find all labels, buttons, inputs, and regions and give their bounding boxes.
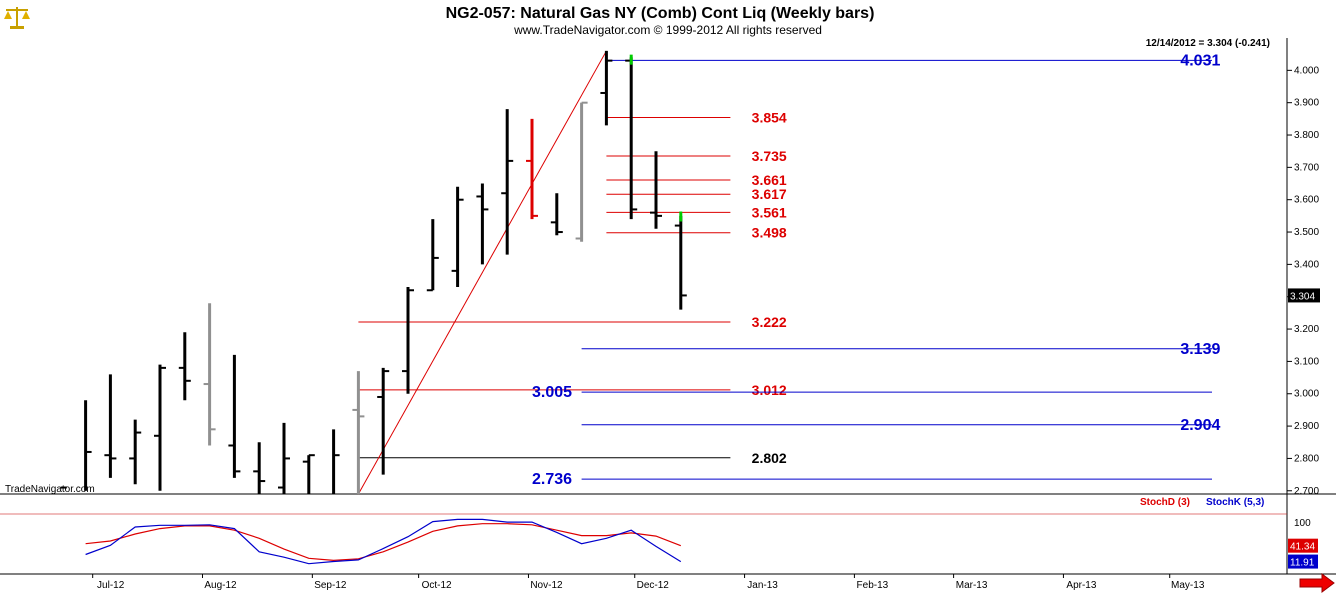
level-label: 2.802 <box>752 450 787 466</box>
ohlc-bar <box>302 454 315 494</box>
stoch-value-label: 41.34 <box>1290 542 1315 553</box>
y-tick-label: 3.500 <box>1294 227 1319 238</box>
ohlc-bar <box>253 442 266 494</box>
y-tick-label: 3.700 <box>1294 162 1319 173</box>
stoch-legend-entry: StochD (3) <box>1140 497 1190 508</box>
x-axis: Jul-12 Aug-12 Sep-12 Oct-12 Nov-12 Dec-12 Jan-… <box>92 574 1205 591</box>
scroll-right-arrow-icon[interactable] <box>1299 573 1335 593</box>
ohlc-bar <box>402 287 414 394</box>
ohlc-bar <box>203 303 216 446</box>
ohlc-bar <box>104 374 117 478</box>
x-tick-label: Dec-12 <box>637 580 670 591</box>
stoch-series-line <box>85 518 682 565</box>
y-tick-label: 3.800 <box>1294 130 1319 141</box>
chart-copyright: www.TradeNavigator.com © 1999-2012 All r… <box>513 23 822 37</box>
ohlc-bar <box>84 400 92 491</box>
ohlc-bar <box>550 193 563 236</box>
ohlc-bar <box>650 151 662 229</box>
ohlc-bar <box>278 422 290 494</box>
x-tick-label: May-13 <box>1171 580 1205 591</box>
x-tick-label: Jan-13 <box>747 580 778 591</box>
level-label: 3.222 <box>752 314 787 330</box>
stoch-value-label: 11.91 <box>1290 558 1315 569</box>
y-tick-label: 4.000 <box>1294 65 1319 76</box>
stoch-series-line <box>85 523 682 562</box>
ohlc-bar <box>352 371 365 494</box>
level-label: 3.854 <box>752 110 787 126</box>
x-tick-label: Apr-13 <box>1066 580 1096 591</box>
trend-line <box>357 50 607 495</box>
y-tick-label: 2.700 <box>1294 486 1319 497</box>
ohlc-bar <box>476 183 489 265</box>
scales-icon <box>2 3 32 31</box>
x-tick-label: Jul-12 <box>97 580 125 591</box>
last-price-label: 3.304 <box>1290 291 1315 302</box>
y-tick-label: 2.900 <box>1294 421 1319 432</box>
x-tick-label: Nov-12 <box>530 580 563 591</box>
x-tick-label: Oct-12 <box>422 580 452 591</box>
level-label: 3.012 <box>752 382 787 398</box>
stoch-value-box <box>1288 538 1318 553</box>
level-label: 3.617 <box>752 186 787 202</box>
ohlc-bar <box>600 50 613 126</box>
chart-title: NG2-057: Natural Gas NY (Comb) Cont Liq … <box>446 5 875 22</box>
stoch-legend-entry: StochK (5,3) <box>1206 497 1264 508</box>
last-price-info: 12/14/2012 = 3.304 (-0.241) <box>1146 38 1270 49</box>
stoch-value-box <box>1288 554 1318 569</box>
y-tick-label: 3.100 <box>1294 356 1319 367</box>
stoch-tick-label: 100 <box>1294 518 1311 529</box>
level-label: 2.904 <box>1180 417 1220 434</box>
price-panel: 2.7002.8002.9003.0003.1003.2003.3003.400… <box>0 38 1336 497</box>
ohlc-bar <box>426 219 439 292</box>
ohlc-bar <box>228 354 241 478</box>
y-tick-label: 3.600 <box>1294 195 1319 206</box>
y-tick-label: 3.000 <box>1294 389 1319 400</box>
y-tick-label: 3.200 <box>1294 324 1319 335</box>
ohlc-bar <box>154 364 166 491</box>
y-tick-label: 2.800 <box>1294 453 1319 464</box>
stoch-panel: 100 StochD (3) StochK (5,3) 41.34 11.91 <box>0 494 1336 575</box>
level-label: 3.561 <box>752 204 787 220</box>
y-tick-label: 3.900 <box>1294 98 1319 109</box>
level-label: 3.735 <box>752 148 787 164</box>
level-label: 4.031 <box>1180 52 1220 69</box>
level-label: 3.139 <box>1180 341 1220 358</box>
ohlc-bar <box>674 215 687 310</box>
ohlc-bar <box>526 118 538 220</box>
ohlc-bar <box>377 367 390 475</box>
watermark: TradeNavigator.com <box>5 484 95 495</box>
x-tick-label: Aug-12 <box>204 580 237 591</box>
level-label: 2.736 <box>532 471 572 488</box>
level-label: 3.498 <box>752 225 787 241</box>
ohlc-bar <box>575 101 588 242</box>
ohlc-bar <box>451 186 464 288</box>
y-tick-label: 3.400 <box>1294 259 1319 270</box>
ohlc-bar <box>178 332 191 401</box>
ohlc-bar <box>129 419 142 485</box>
level-label: 3.661 <box>752 172 787 188</box>
ohlc-bar <box>501 109 514 255</box>
x-tick-label: Sep-12 <box>314 580 347 591</box>
ohlc-bar <box>332 429 340 494</box>
last-price-box <box>1288 288 1320 303</box>
x-tick-label: Feb-13 <box>857 580 889 591</box>
x-tick-label: Mar-13 <box>956 580 988 591</box>
level-label: 3.005 <box>532 384 572 401</box>
